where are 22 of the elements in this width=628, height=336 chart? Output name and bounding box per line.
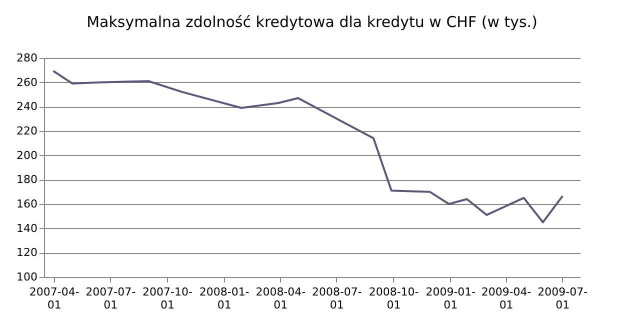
y-tick-label: 200 [16,148,38,162]
x-tick-label: 2008-01- 01 [199,286,250,312]
x-tick-label: 2009-07- 01 [538,286,588,312]
y-tick-label: 280 [16,52,38,64]
y-tick-label: 240 [16,100,38,114]
x-tick-label: 2008-07- 01 [312,286,362,312]
y-tick-label: 100 [16,270,38,284]
x-tick-label: 2009-04- 01 [481,286,532,312]
x-tick-label: 2007-10- 01 [142,286,193,312]
chart-title: Maksymalna zdolność kredytowa dla kredytu w CHF (w tys.) [86,13,538,31]
x-tick-label: 2008-10- 01 [368,286,419,312]
y-tick-label: 220 [16,124,38,138]
y-tick-label: 160 [16,198,38,210]
line-series [52,70,564,224]
y-tick-label: 140 [16,222,38,235]
x-tick-label: 2007-07- 01 [86,286,136,312]
y-tick-label: 260 [16,76,38,89]
y-tick-label: 120 [16,246,38,260]
x-tick-label: 2008-04- 01 [256,286,306,312]
x-tick-label: 2007-04- 01 [29,286,80,312]
x-tick-label: 2009-01- 01 [426,286,476,312]
y-tick-label: 180 [16,173,38,186]
